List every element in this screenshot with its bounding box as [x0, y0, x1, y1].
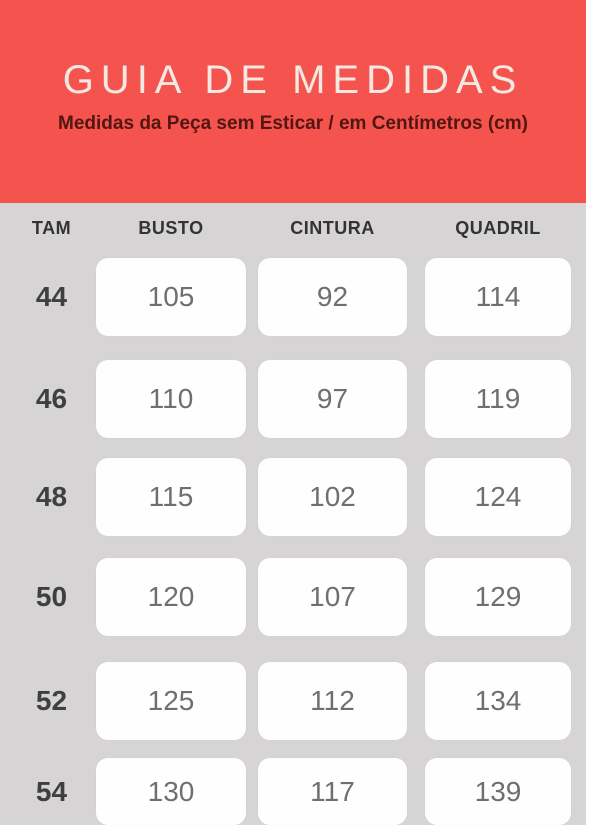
- size-label: 48: [35, 481, 68, 512]
- cintura-value: 102: [258, 458, 407, 536]
- quadril-value: 134: [425, 662, 571, 740]
- table-row-48: 48 115 102 124: [0, 458, 586, 536]
- table-row-54: 54 130 117 139: [0, 758, 586, 825]
- size-label: 46: [35, 383, 68, 414]
- guide-subtitle: Medidas da Peça sem Esticar / em Centíme…: [58, 113, 528, 134]
- quadril-value: 119: [425, 360, 571, 438]
- size-label: 54: [35, 775, 68, 807]
- busto-value: 125: [96, 662, 246, 740]
- busto-value: 110: [96, 360, 246, 438]
- table-row-46: 46 110 97 119: [0, 360, 586, 438]
- guide-title: GUIA DE MEDIDAS: [62, 58, 524, 102]
- quadril-value: 129: [425, 558, 571, 636]
- column-header-tam: TAM: [31, 217, 72, 238]
- busto-value: 115: [96, 458, 246, 536]
- column-header-cintura: CINTURA: [290, 217, 375, 238]
- busto-value: 120: [96, 558, 246, 636]
- size-label: 44: [35, 281, 68, 312]
- cintura-value: 92: [258, 258, 407, 336]
- table-header-row: TAM BUSTO CINTURA QUADRIL: [0, 211, 586, 245]
- cintura-value: 117: [258, 758, 407, 825]
- size-label: 52: [35, 685, 68, 716]
- cintura-value: 112: [258, 662, 407, 740]
- busto-value: 105: [96, 258, 246, 336]
- quadril-value: 114: [425, 258, 571, 336]
- busto-value: 130: [96, 758, 246, 825]
- table-row-50: 50 120 107 129: [0, 558, 586, 636]
- table-row-52: 52 125 112 134: [0, 662, 586, 740]
- column-header-quadril: QUADRIL: [455, 217, 541, 238]
- measure-guide-banner: GUIA DE MEDIDAS Medidas da Peça sem Esti…: [0, 0, 586, 203]
- quadril-value: 124: [425, 458, 571, 536]
- size-label: 50: [35, 581, 68, 612]
- column-header-busto: BUSTO: [138, 217, 204, 238]
- size-table: TAM BUSTO CINTURA QUADRIL 44 105 92 114 …: [0, 203, 586, 825]
- quadril-value: 139: [425, 758, 571, 825]
- cintura-value: 107: [258, 558, 407, 636]
- cintura-value: 97: [258, 360, 407, 438]
- table-row-44: 44 105 92 114: [0, 258, 586, 336]
